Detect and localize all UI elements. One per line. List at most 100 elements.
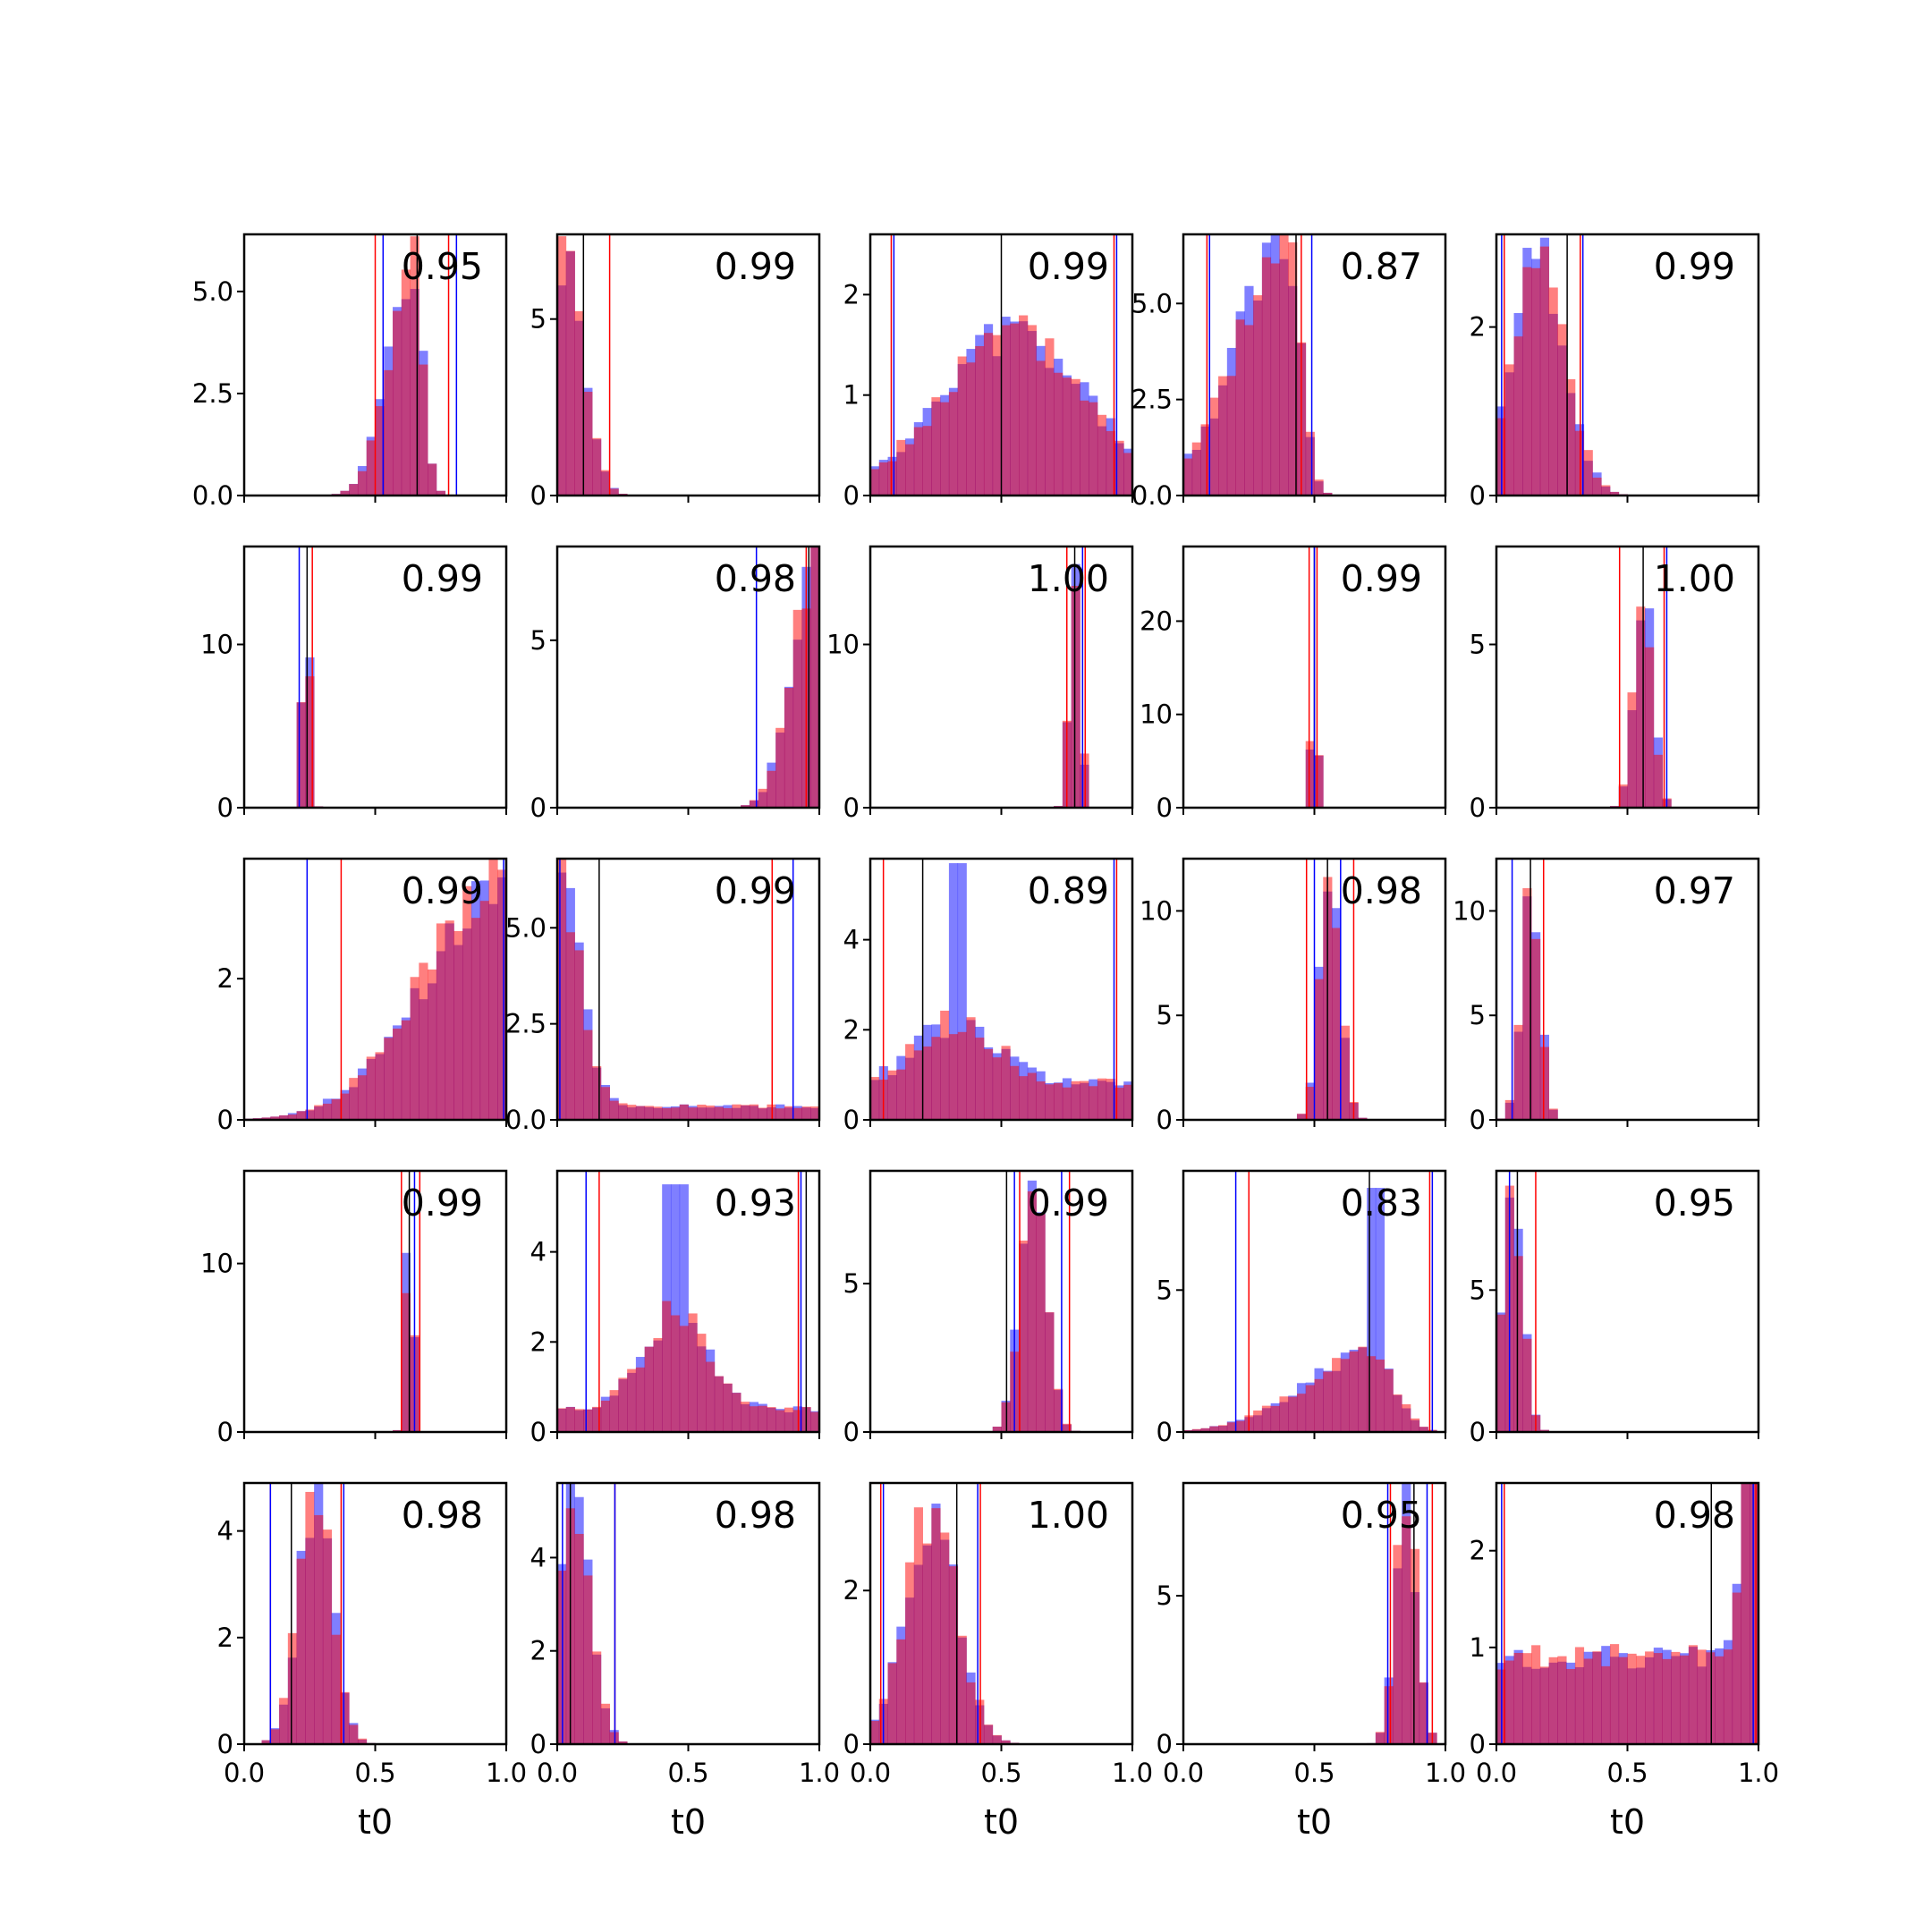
bar-red-30 (1123, 453, 1132, 496)
ytick-label: 0.0 (1131, 480, 1173, 511)
ytick-label: 1 (843, 380, 860, 411)
xtick-label: 1.0 (1738, 1758, 1779, 1788)
ytick-label: 0 (843, 1729, 860, 1759)
bar-red-7 (1235, 1420, 1245, 1432)
ytick-label: 5 (1470, 630, 1486, 660)
subplot-1: 0.0 2.5 5.0 0.95 (192, 233, 508, 511)
bar-red-12 (966, 1017, 976, 1120)
subplot-6: 0 10 0.99 (200, 545, 508, 823)
bar-red-3 (1513, 336, 1523, 496)
histogram-bars (557, 859, 819, 1120)
bar-red-5 (592, 437, 602, 496)
bar-red-21 (732, 1393, 741, 1432)
bar-red-20 (1036, 360, 1046, 496)
bar-red-16 (1314, 755, 1324, 808)
bar-red-4 (896, 1639, 906, 1744)
bar-red-14 (983, 1048, 994, 1120)
bar-red-11 (644, 1106, 654, 1120)
xtick-label: 0.0 (1163, 1758, 1204, 1788)
bar-red-2 (878, 462, 888, 496)
bar-red-22 (428, 463, 437, 496)
bar-red-3 (1200, 1428, 1210, 1432)
bar-red-9 (1566, 1669, 1576, 1744)
bar-red-8 (1557, 324, 1567, 496)
reference-lines (1618, 547, 1668, 808)
ytick-label: 0.0 (505, 1105, 547, 1135)
ytick-label: 0 (843, 1417, 860, 1447)
bar-red-15 (679, 1104, 689, 1120)
bar-red-24 (758, 1107, 767, 1120)
bar-red-20 (1349, 1351, 1359, 1432)
bar-blue-14 (670, 1184, 681, 1432)
bar-red-18 (1332, 928, 1342, 1120)
bar-red-16 (375, 406, 385, 496)
x-axis-label: t0 (984, 1802, 1019, 1842)
bar-red-15 (679, 1326, 689, 1432)
bar-red-14 (357, 1738, 368, 1744)
bar-red-17 (384, 369, 394, 496)
bar-red-8 (618, 1377, 628, 1432)
ytick-label: 0 (843, 480, 860, 511)
bar-red-4 (270, 1116, 280, 1120)
bar-red-6 (1226, 376, 1236, 496)
bar-red-5 (1531, 938, 1541, 1120)
bar-red-5 (905, 1562, 915, 1744)
bar-red-20 (723, 1383, 733, 1432)
bar-red-6 (600, 1087, 610, 1120)
reference-lines (1386, 1483, 1434, 1744)
bar-red-16 (1314, 479, 1324, 496)
xtick-label: 0.0 (1476, 1758, 1517, 1788)
bar-red-4 (1522, 1653, 1532, 1744)
ytick-label: 5.0 (505, 912, 547, 943)
bar-red-7 (296, 702, 306, 808)
score-label: 0.99 (1341, 557, 1422, 600)
bar-red-13 (1601, 485, 1611, 496)
bar-red-6 (1539, 1046, 1549, 1120)
reference-lines (755, 547, 810, 808)
ytick-label: 2 (1470, 1536, 1486, 1566)
reference-lines (1005, 1171, 1071, 1432)
ytick-label: 2 (1470, 312, 1486, 343)
reference-lines (879, 1483, 981, 1744)
bar-red-12 (340, 1691, 350, 1744)
bar-red-12 (1279, 234, 1289, 496)
bar-red-4 (1209, 397, 1219, 496)
ytick-label: 0 (1470, 1105, 1486, 1135)
reference-lines (401, 1171, 421, 1432)
bar-red-29 (1741, 1483, 1750, 1744)
bar-red-3 (1513, 1256, 1523, 1432)
bar-red-23 (1062, 377, 1072, 496)
reference-lines (1206, 234, 1313, 496)
histogram-bars (1496, 888, 1585, 1120)
ytick-label: 5 (843, 1268, 860, 1299)
subplot-13: 0 2 4 0.89 (843, 857, 1134, 1135)
bar-red-25 (1080, 1080, 1089, 1120)
ytick-label: 10 (1453, 895, 1486, 926)
bar-red-22 (1680, 1655, 1690, 1744)
bar-red-20 (410, 977, 419, 1120)
bar-red-7 (1235, 319, 1245, 496)
bar-red-16 (1001, 1046, 1011, 1120)
histogram-bars (870, 863, 1132, 1120)
bar-red-5 (279, 1698, 289, 1744)
bar-red-5 (1531, 1645, 1541, 1744)
bar-red-29 (1114, 1088, 1124, 1120)
bar-red-7 (1548, 1108, 1558, 1120)
xtick-label: 0.5 (667, 1758, 708, 1788)
bar-red-13 (975, 1038, 985, 1120)
bar-red-10 (1574, 430, 1585, 496)
xtick-label: 0.5 (980, 1758, 1021, 1788)
bar-red-15 (992, 1734, 1002, 1744)
bar-red-12 (653, 1106, 663, 1120)
bar-red-8 (618, 1741, 628, 1744)
bar-red-19 (1027, 325, 1037, 496)
bar-red-22 (428, 969, 437, 1120)
bar-red-7 (609, 1732, 619, 1744)
bar-red-9 (940, 1010, 950, 1120)
ytick-label: 1 (1470, 1632, 1486, 1663)
score-label: 0.95 (402, 245, 483, 288)
bar-red-4 (896, 439, 906, 496)
bar-red-8 (931, 1037, 941, 1120)
bar-red-25 (767, 1407, 776, 1432)
bar-red-16 (688, 1107, 698, 1120)
